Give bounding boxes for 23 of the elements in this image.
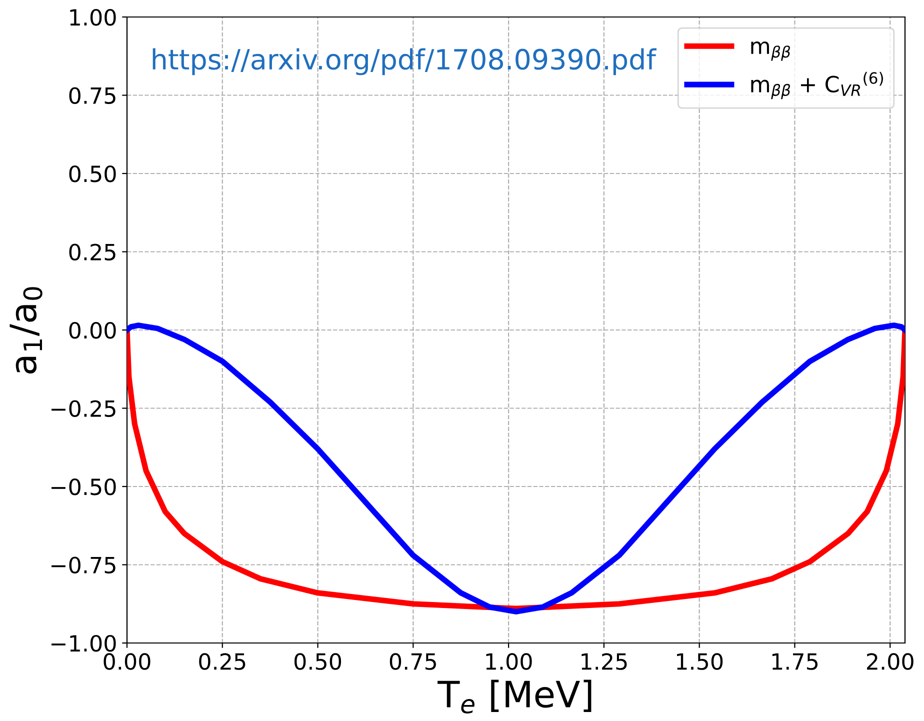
y-tick-label: 1.00 (70, 8, 116, 26)
x-tick-label: 0.25 (199, 653, 246, 670)
x-tick-label: 1.50 (677, 653, 723, 670)
y-tick-label: 0.00 (69, 322, 116, 339)
y-tick-label: −0.25 (52, 400, 116, 418)
x-tick-label: 0.00 (104, 653, 150, 670)
y-tick-label: −1.00 (52, 634, 116, 652)
y-tick-label: −0.50 (52, 478, 116, 496)
x-tick-label: 0.75 (390, 653, 436, 670)
y-tick-label: 0.25 (69, 244, 116, 261)
x-axis-title: T$_{e}$ [MeV] (438, 680, 592, 714)
y-tick-label: 0.50 (69, 165, 116, 182)
x-tick-label: 0.50 (294, 653, 342, 670)
x-tick-label: 1.75 (772, 653, 818, 670)
annotation: https://arxiv.org/pdf/1708.09390.pdf (152, 48, 657, 76)
legend-label: m$_{ββ}$ + C$_{VR}$$^{(6)}$ (751, 72, 883, 100)
x-tick-label: 1.25 (582, 653, 627, 670)
legend-label: m$_{ββ}$ (751, 41, 790, 61)
y-axis-title: a$_{1}$/a$_{0}$ (10, 287, 42, 374)
x-tick-label: 1.00 (486, 653, 532, 670)
y-tick-label: 0.75 (69, 87, 116, 104)
x-tick-label: 2.00 (867, 653, 914, 670)
y-tick-label: −0.75 (52, 556, 116, 574)
